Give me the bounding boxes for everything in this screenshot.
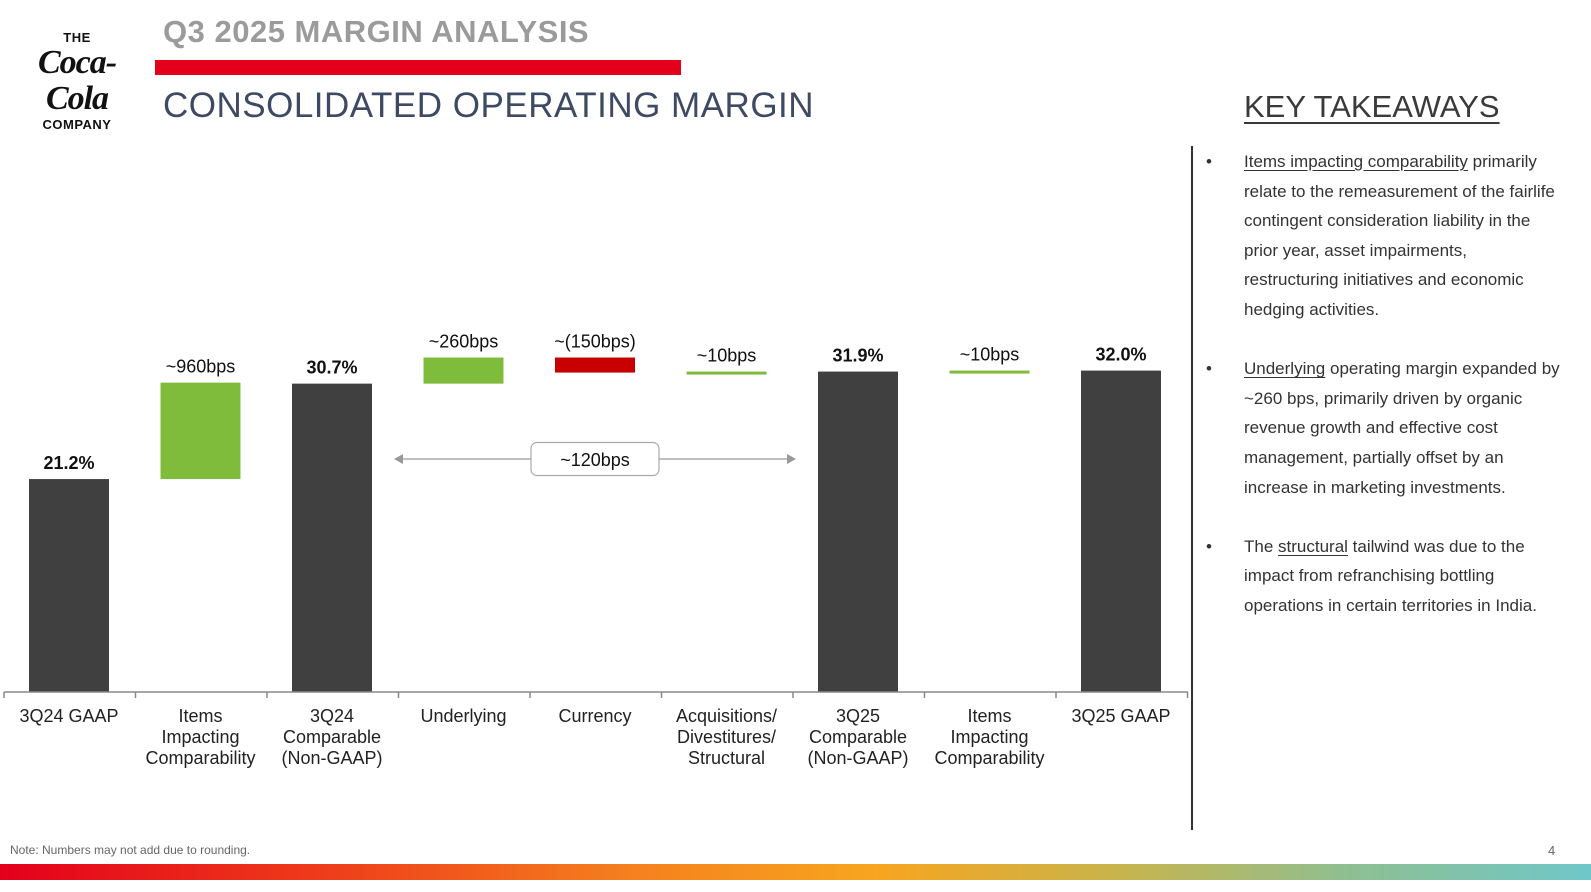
- takeaway-text: primarily relate to the remeasurement of…: [1244, 152, 1555, 319]
- key-takeaways-heading: KEY TAKEAWAYS: [1244, 89, 1500, 124]
- x-tick-label: Comparable: [283, 727, 381, 747]
- x-tick-label: Items: [178, 706, 222, 726]
- takeaway-text: tailwind was due to the impact from refr…: [1244, 536, 1537, 615]
- panel-divider: [1191, 146, 1193, 830]
- x-tick-label: Items: [967, 706, 1011, 726]
- x-tick-label: 3Q24: [310, 706, 354, 726]
- bar-value-label: ~10bps: [960, 345, 1020, 365]
- bar-value-label: ~260bps: [429, 332, 499, 352]
- takeaway-highlight: structural: [1278, 536, 1348, 556]
- x-tick-label: (Non-GAAP): [807, 748, 908, 768]
- x-tick-label: Structural: [688, 748, 765, 768]
- bullet-dot-icon: •: [1206, 359, 1212, 379]
- bar-value-label: ~(150bps): [554, 332, 636, 352]
- bar-value-label: 32.0%: [1095, 345, 1146, 365]
- x-tick-label: Acquisitions/: [676, 706, 777, 726]
- coca-cola-logo: THE Coca-Cola COMPANY: [14, 30, 140, 132]
- logo-script-text: Coca-Cola: [37, 44, 117, 117]
- bar-total: [292, 383, 372, 692]
- x-tick-label: Comparability: [934, 748, 1044, 768]
- takeaway-item: • The structural tailwind was due to the…: [1206, 532, 1566, 621]
- page-number: 4: [1548, 843, 1556, 858]
- takeaway-item: • Underlying operating margin expanded b…: [1206, 354, 1566, 502]
- bar-total: [29, 479, 109, 692]
- section-title: Q3 2025 MARGIN ANALYSIS: [163, 14, 590, 49]
- bar-total: [818, 371, 898, 692]
- x-tick-label: Impacting: [950, 727, 1028, 747]
- bar-increase: [160, 382, 241, 480]
- key-takeaways-list: • Items impacting comparability primaril…: [1206, 147, 1566, 650]
- takeaway-highlight: Items impacting comparability: [1244, 152, 1468, 171]
- bar-value-label: ~960bps: [166, 357, 236, 377]
- logo-top-text: THE: [63, 30, 91, 45]
- takeaway-highlight: Underlying: [1244, 359, 1326, 379]
- annotation-box: [530, 441, 660, 477]
- footer-gradient-bar: [0, 864, 1591, 880]
- bar-value-label: 31.9%: [832, 346, 883, 366]
- chart-title: CONSOLIDATED OPERATING MARGIN: [163, 86, 815, 125]
- x-tick-label: Divestitures/: [677, 727, 776, 747]
- x-tick-label: Impacting: [161, 727, 239, 747]
- bullet-dot-icon: •: [1206, 152, 1212, 171]
- bar-increase: [423, 357, 504, 384]
- bar-decrease: [555, 357, 635, 373]
- annotation-label: ~120bps: [560, 450, 630, 470]
- logo-bottom-text: COMPANY: [42, 117, 112, 132]
- bullet-dot-icon: •: [1206, 536, 1212, 556]
- x-tick-label: Currency: [558, 706, 631, 726]
- takeaway-text-pre: The: [1244, 536, 1279, 556]
- arrow-left-icon: [394, 454, 403, 464]
- x-tick-label: Comparable: [809, 727, 907, 747]
- bar-increase: [949, 370, 1030, 374]
- x-tick-label: (Non-GAAP): [281, 748, 382, 768]
- title-accent-bar: [155, 60, 681, 75]
- bar-value-label: ~10bps: [697, 346, 757, 366]
- x-tick-label: Underlying: [420, 706, 506, 726]
- takeaway-text: operating margin expanded by ~260 bps, p…: [1244, 359, 1560, 497]
- x-tick-label: 3Q25: [836, 706, 880, 726]
- bar-increase: [686, 371, 767, 375]
- waterfall-chart: 21.2% ~960bps 30.7% ~260bps ~(150bps) ~10bps 3…: [3, 332, 1189, 768]
- x-tick-label: 3Q24 GAAP: [19, 706, 118, 726]
- x-tick-label: 3Q25 GAAP: [1071, 706, 1170, 726]
- bar-total: [1081, 370, 1161, 692]
- bar-value-label: 21.2%: [43, 453, 94, 473]
- x-tick-label: Comparability: [145, 748, 255, 768]
- bar-value-label: 30.7%: [306, 358, 357, 378]
- arrow-right-icon: [787, 454, 796, 464]
- takeaway-item: • Items impacting comparability primaril…: [1206, 147, 1566, 325]
- footnote: Note: Numbers may not add due to roundin…: [10, 843, 251, 857]
